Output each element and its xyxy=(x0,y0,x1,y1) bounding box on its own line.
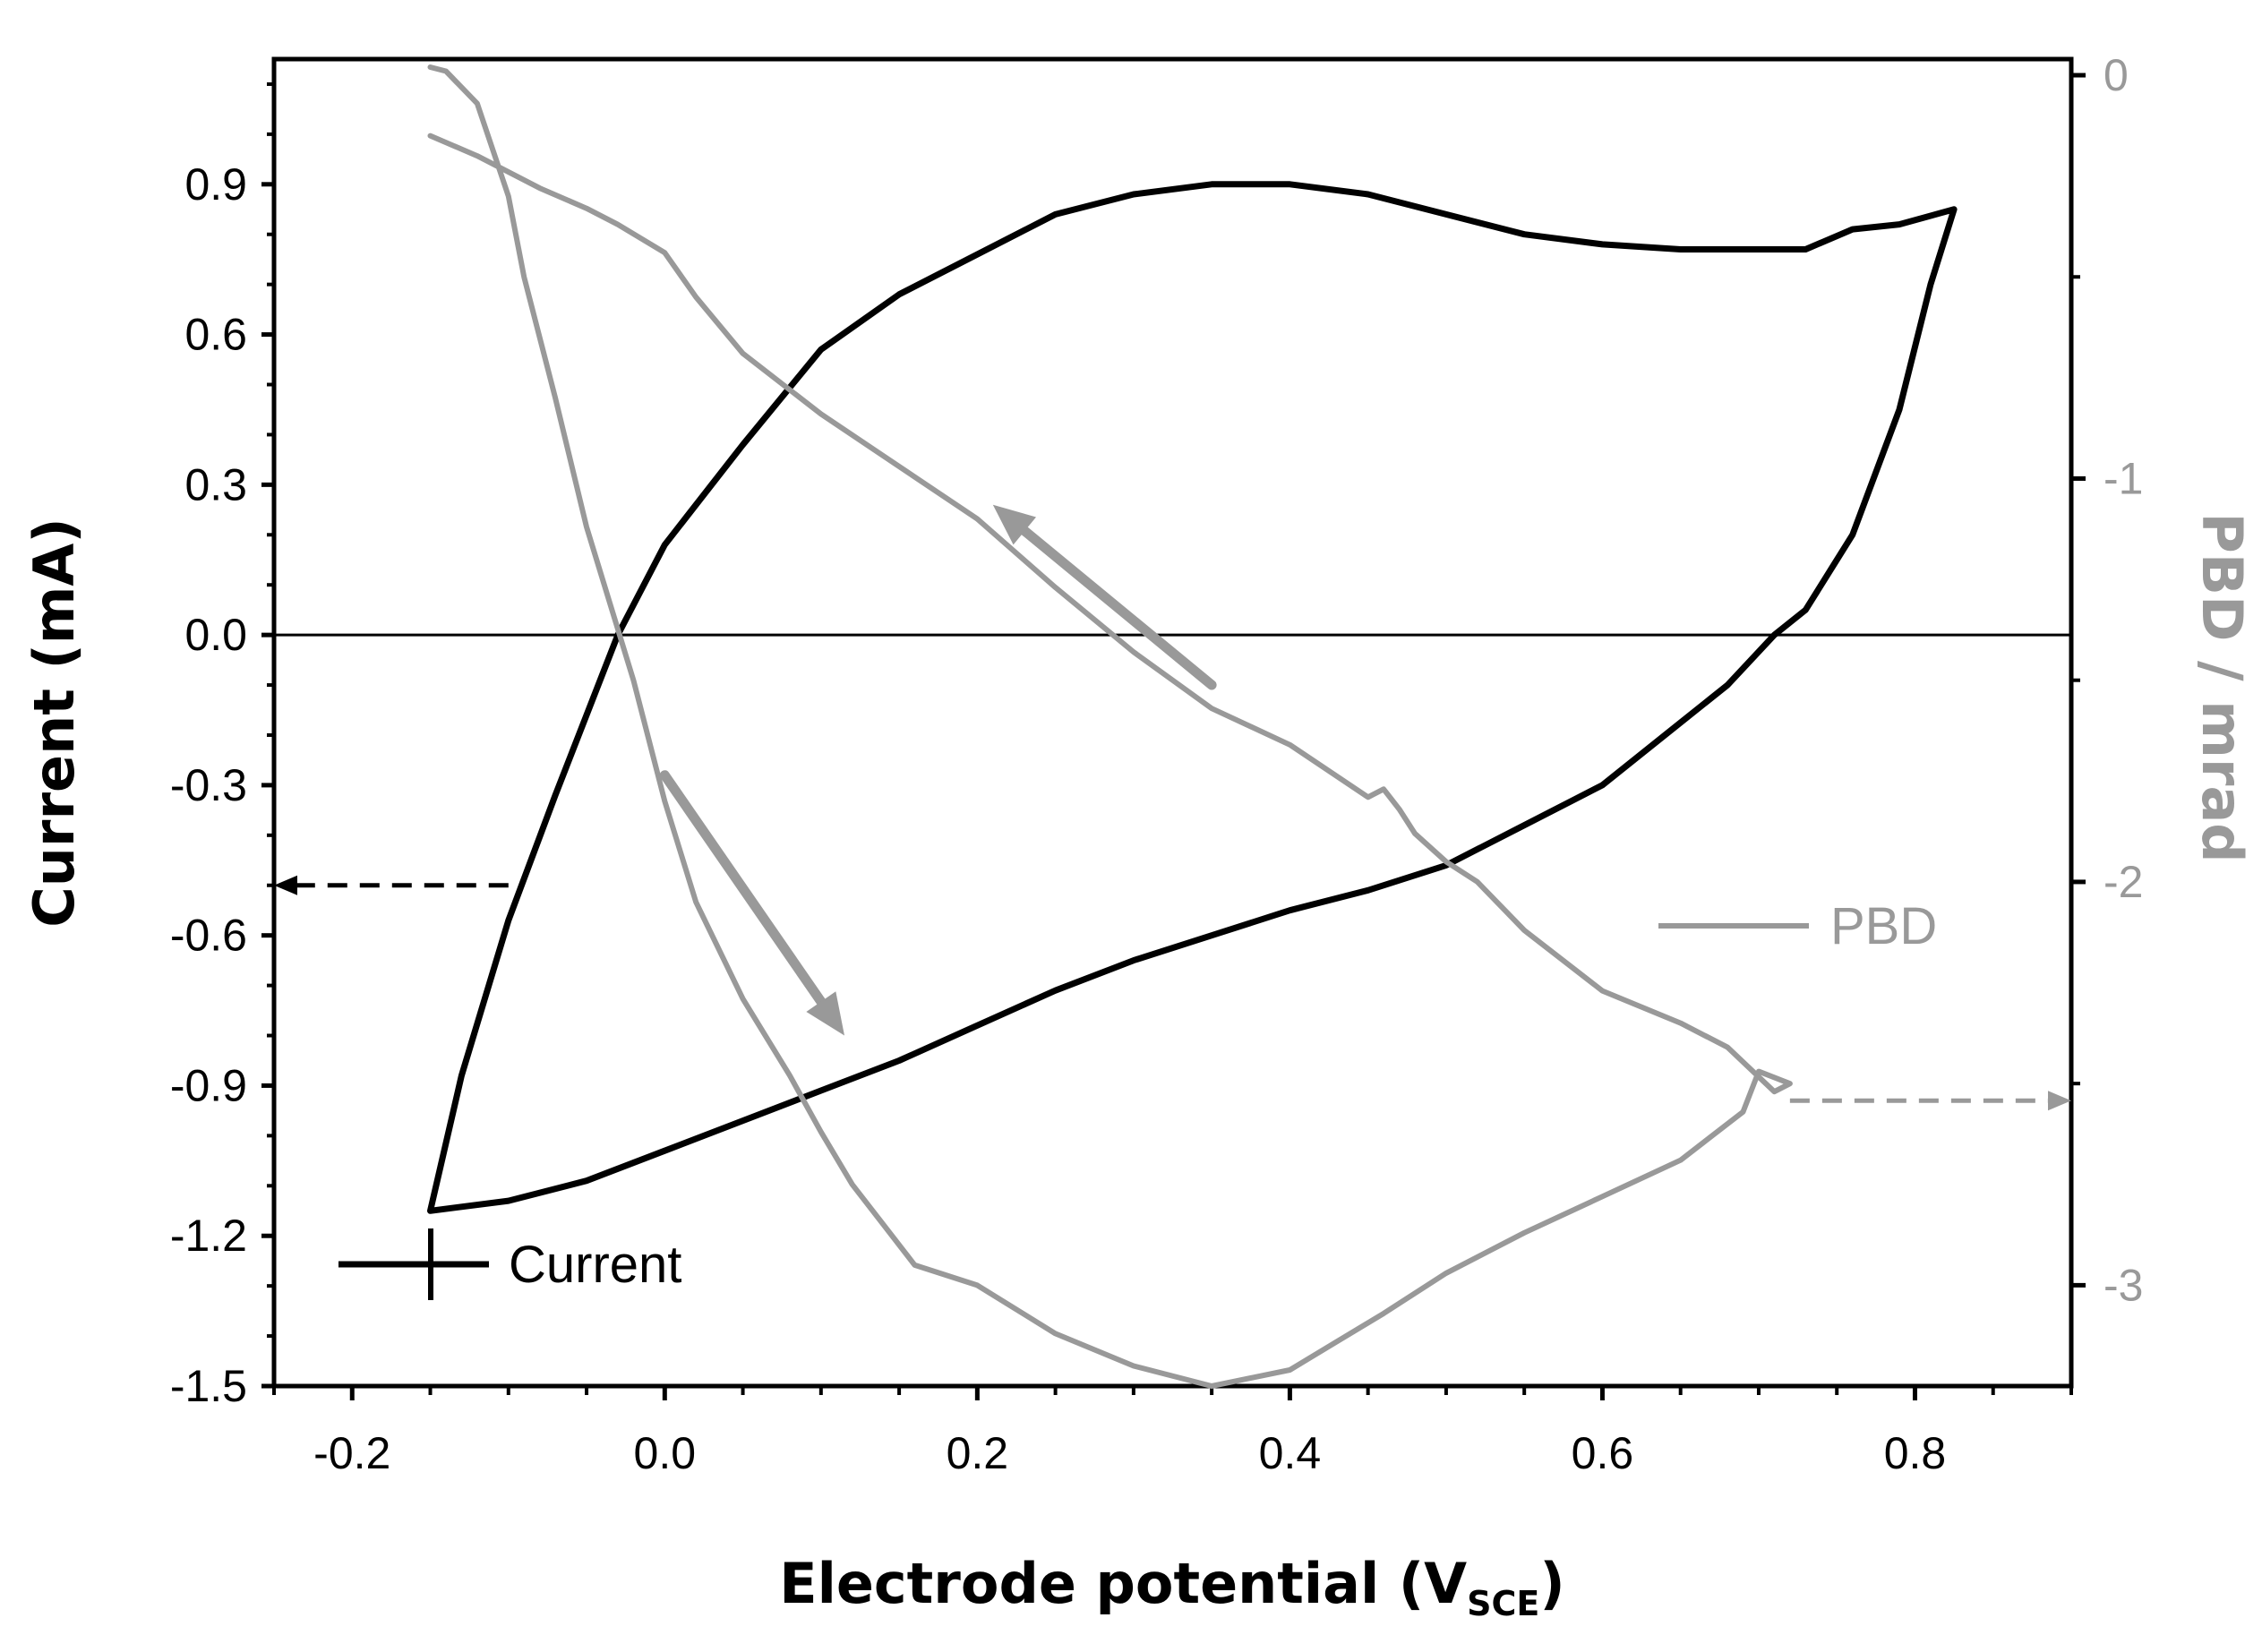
sweep-arrow-up-head xyxy=(992,504,1036,545)
y-tick-label: 0.0 xyxy=(184,610,247,660)
series-layer xyxy=(427,64,1958,1389)
sweep-arrow-down-head xyxy=(806,991,844,1036)
y2-tick-label: -2 xyxy=(2103,857,2143,907)
y-tick-label: 0.3 xyxy=(184,459,247,509)
y2-tick-label: -3 xyxy=(2103,1260,2143,1310)
x-tick-label: 0.4 xyxy=(1259,1428,1322,1478)
y-tick-label: 0.9 xyxy=(184,159,247,210)
x-tick-label: 0.0 xyxy=(634,1428,697,1478)
x-tick-label: 0.6 xyxy=(1572,1428,1634,1478)
annotation-layer xyxy=(274,504,2071,1111)
plot-frame xyxy=(271,56,2074,1389)
x-axis-title-main: Electrode potential (V xyxy=(779,1551,1467,1616)
arrow-to-right-axis-head xyxy=(2048,1091,2071,1111)
y-axis-title: Current (mA) xyxy=(21,518,87,927)
y-tick-label: -1.5 xyxy=(170,1361,247,1411)
y-tick-label: -0.3 xyxy=(170,760,247,810)
x-axis-title-close: ) xyxy=(1539,1551,1564,1616)
y2-tick-label: 0 xyxy=(2103,50,2129,100)
series-pbd-line xyxy=(427,64,1793,1389)
y-tick-label: 0.6 xyxy=(184,310,247,360)
bottom-axis-ticks: -0.2 0.0 0.2 0.4 0.6 0.8 xyxy=(272,1386,2073,1478)
x-axis-title-subscript: SCE xyxy=(1467,1584,1539,1623)
x-axis-title: Electrode potential (VSCE) xyxy=(779,1551,1564,1623)
x-tick-label: -0.2 xyxy=(313,1428,390,1478)
series-current-line xyxy=(427,181,1958,1214)
right-axis-ticks: -3 -2 -1 0 xyxy=(2071,50,2143,1310)
legend: Current PBD xyxy=(338,897,1937,1300)
sweep-arrow-up-shaft xyxy=(1019,526,1217,690)
legend-pbd-label: PBD xyxy=(1830,897,1937,955)
y2-tick-label: -1 xyxy=(2103,453,2143,503)
legend-current-label: Current xyxy=(509,1236,681,1294)
y-tick-label: -1.2 xyxy=(170,1211,247,1261)
sweep-arrow-down-shaft xyxy=(659,770,827,1007)
y-tick-label: -0.9 xyxy=(170,1060,247,1110)
y2-axis-title: PBD / mrad xyxy=(2189,512,2255,862)
arrow-to-left-axis-head xyxy=(274,875,297,895)
x-tick-label: 0.8 xyxy=(1884,1428,1947,1478)
y-tick-label: -0.6 xyxy=(170,911,247,961)
left-axis-ticks: -1.5 -1.2 -0.9 -0.6 -0.3 0.0 0.3 0.6 0.9 xyxy=(170,81,274,1411)
x-tick-label: 0.2 xyxy=(947,1428,1009,1478)
